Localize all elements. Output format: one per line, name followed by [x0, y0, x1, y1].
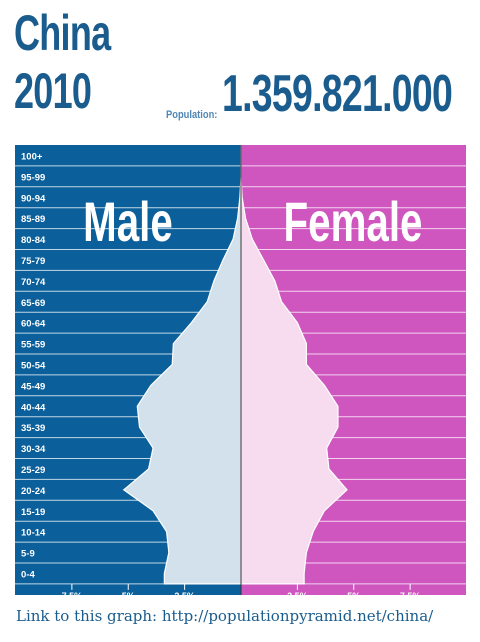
- age-group-label: 70-74: [21, 277, 46, 288]
- age-group-label: 65-69: [21, 298, 45, 309]
- age-group-label: 10-14: [21, 528, 46, 539]
- x-tick-label: 7.5%: [62, 591, 83, 595]
- country-title: China: [14, 5, 111, 61]
- age-group-label: 15-19: [21, 507, 45, 518]
- male-population-area: [122, 145, 242, 585]
- age-group-label: 0-4: [21, 569, 35, 580]
- age-group-label: 100+: [21, 151, 43, 162]
- female-population-area: [240, 145, 348, 585]
- age-group-label: 40-44: [21, 402, 46, 413]
- age-group-label: 35-39: [21, 423, 45, 434]
- age-group-label: 50-54: [21, 360, 46, 371]
- age-group-label: 80-84: [21, 235, 46, 246]
- population-label: Population:: [166, 109, 218, 121]
- age-group-label: 75-79: [21, 256, 45, 267]
- x-tick-label: 5%: [347, 591, 360, 595]
- graph-link[interactable]: Link to this graph: http://populationpyr…: [16, 607, 434, 625]
- age-group-label: 25-29: [21, 465, 45, 476]
- age-group-label: 20-24: [21, 486, 46, 497]
- x-tick-label: 2.5%: [174, 591, 195, 595]
- age-group-label: 45-49: [21, 381, 45, 392]
- population-pyramid-chart: 100+ 95-99 90-94 85-89 80-84 75-79 70-74 65-69 6…: [15, 145, 466, 595]
- x-tick-label: 5%: [122, 591, 135, 595]
- age-group-label: 95-99: [21, 172, 45, 183]
- population-value: 1.359.821.000: [222, 65, 453, 123]
- age-group-label: 30-34: [21, 444, 46, 455]
- year-title: 2010: [14, 63, 92, 119]
- female-side-label: Female: [284, 192, 423, 254]
- age-group-label: 85-89: [21, 214, 45, 225]
- age-group-label: 60-64: [21, 319, 46, 330]
- age-group-label: 90-94: [21, 193, 46, 204]
- x-tick-label: 7.5%: [400, 591, 421, 595]
- age-group-label: 55-59: [21, 340, 45, 351]
- age-group-label: 5-9: [21, 549, 35, 560]
- pyramid-svg: 100+ 95-99 90-94 85-89 80-84 75-79 70-74 65-69 6…: [15, 145, 466, 595]
- x-tick-label: 2.5%: [287, 591, 308, 595]
- male-side-label: Male: [83, 192, 173, 254]
